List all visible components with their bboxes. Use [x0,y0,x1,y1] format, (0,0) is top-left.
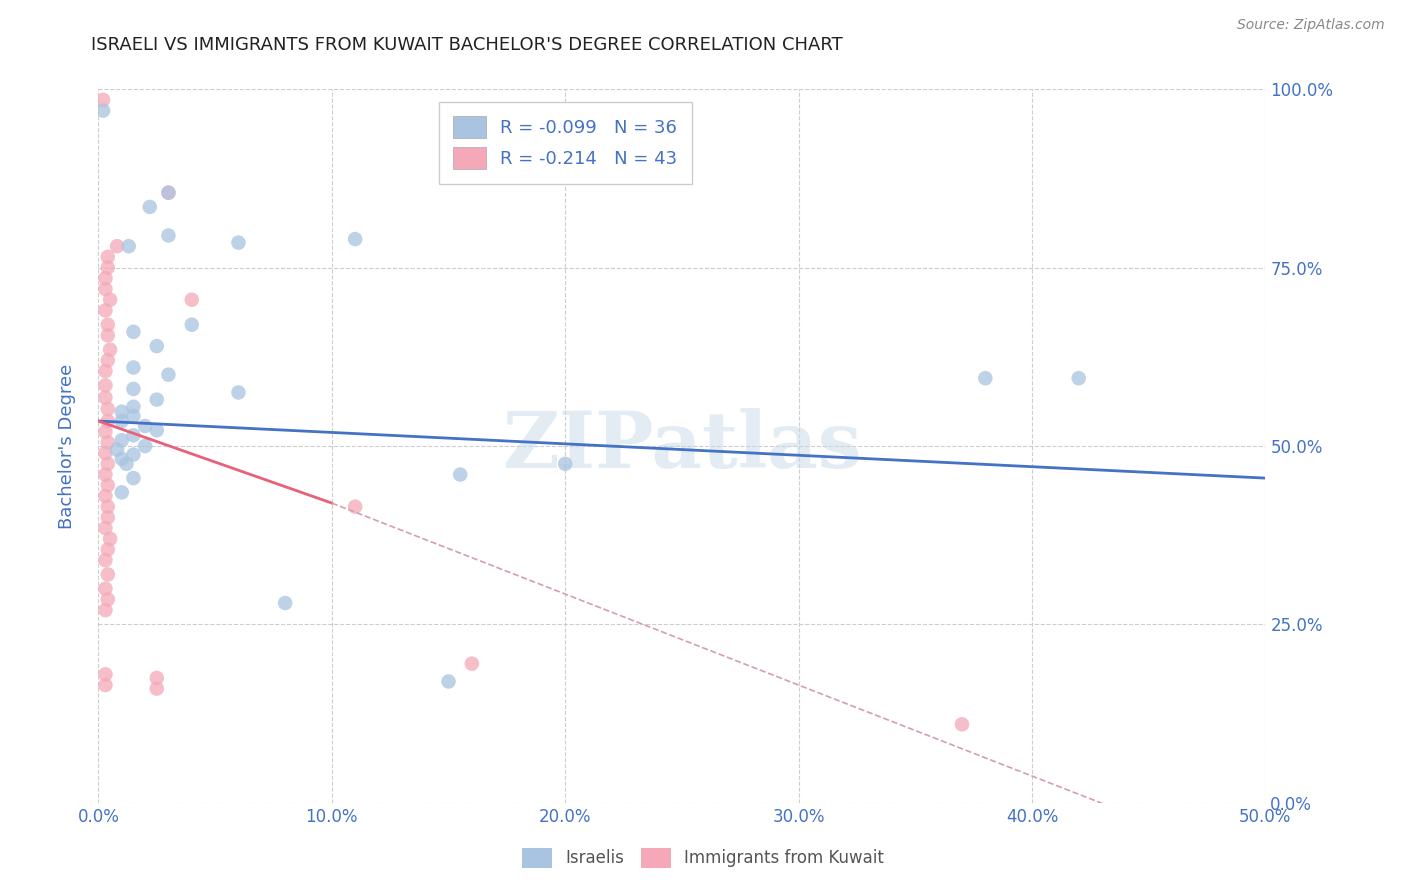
Point [111,451,134,466]
Point [122,471,145,485]
Point [94,553,117,567]
Point [461,657,484,671]
Point [94,667,117,681]
Point [97,318,120,332]
Point [134,439,156,453]
Point [437,674,460,689]
Text: ZIPatlas: ZIPatlas [502,408,862,484]
Point [97,542,120,557]
Point [111,405,134,419]
Point [134,419,156,434]
Point [115,457,138,471]
Point [91,93,114,107]
Point [94,271,117,285]
Point [122,448,145,462]
Point [344,500,367,514]
Point [97,435,120,450]
Point [122,409,145,423]
Point [97,500,120,514]
Point [274,596,297,610]
Point [97,328,120,343]
Point [94,364,117,378]
Point [146,339,169,353]
Point [122,325,145,339]
Point [157,368,180,382]
Point [146,423,169,437]
Point [146,681,169,696]
Point [98,532,121,546]
Point [94,489,117,503]
Legend: Israelis, Immigrants from Kuwait: Israelis, Immigrants from Kuwait [515,841,891,875]
Point [94,603,117,617]
Point [105,239,128,253]
Point [157,228,180,243]
Point [94,425,117,439]
Point [157,186,180,200]
Point [344,232,367,246]
Point [97,260,120,275]
Point [180,318,202,332]
Point [122,400,145,414]
Point [94,391,117,405]
Text: ISRAELI VS IMMIGRANTS FROM KUWAIT BACHELOR'S DEGREE CORRELATION CHART: ISRAELI VS IMMIGRANTS FROM KUWAIT BACHEL… [91,36,844,54]
Point [111,414,134,428]
Point [554,457,576,471]
Point [122,360,145,375]
Point [228,385,250,400]
Point [122,382,145,396]
Point [98,293,121,307]
Point [950,717,973,731]
Point [111,434,134,448]
Text: Source: ZipAtlas.com: Source: ZipAtlas.com [1237,18,1385,32]
Point [97,414,120,428]
Point [94,378,117,392]
Point [146,671,169,685]
Point [1067,371,1090,385]
Point [94,303,117,318]
Point [228,235,250,250]
Legend: R = -0.099   N = 36, R = -0.214   N = 43: R = -0.099 N = 36, R = -0.214 N = 43 [439,102,692,184]
Point [98,343,121,357]
Text: Bachelor's Degree: Bachelor's Degree [59,363,76,529]
Point [97,401,120,416]
Point [180,293,202,307]
Point [97,353,120,368]
Point [91,103,114,118]
Point [94,467,117,482]
Point [94,282,117,296]
Point [449,467,471,482]
Point [97,567,120,582]
Point [111,485,134,500]
Point [94,521,117,535]
Point [97,250,120,264]
Point [974,371,997,385]
Point [94,582,117,596]
Point [97,510,120,524]
Point [97,592,120,607]
Point [146,392,169,407]
Point [139,200,162,214]
Point [94,678,117,692]
Point [157,186,180,200]
Point [97,457,120,471]
Point [105,442,128,457]
Point [97,478,120,492]
Point [118,239,141,253]
Point [122,428,145,442]
Point [94,446,117,460]
